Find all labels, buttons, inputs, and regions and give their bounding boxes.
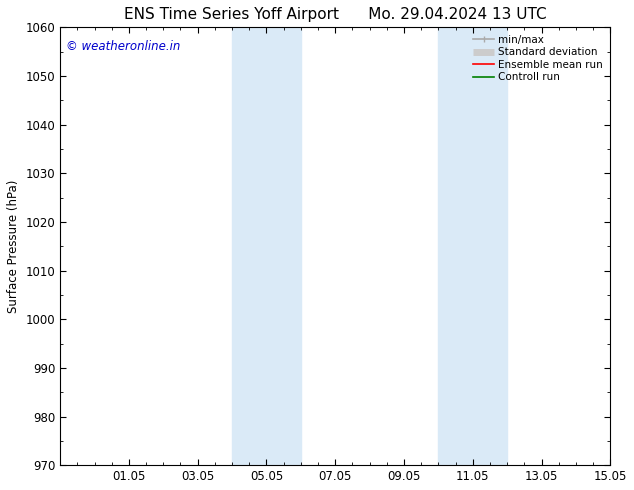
Title: ENS Time Series Yoff Airport      Mo. 29.04.2024 13 UTC: ENS Time Series Yoff Airport Mo. 29.04.2… bbox=[124, 7, 547, 22]
Bar bbox=[439, 27, 507, 465]
Y-axis label: Surface Pressure (hPa): Surface Pressure (hPa) bbox=[7, 179, 20, 313]
Bar bbox=[232, 27, 301, 465]
Legend: min/max, Standard deviation, Ensemble mean run, Controll run: min/max, Standard deviation, Ensemble me… bbox=[469, 30, 607, 87]
Text: © weatheronline.in: © weatheronline.in bbox=[65, 40, 180, 53]
